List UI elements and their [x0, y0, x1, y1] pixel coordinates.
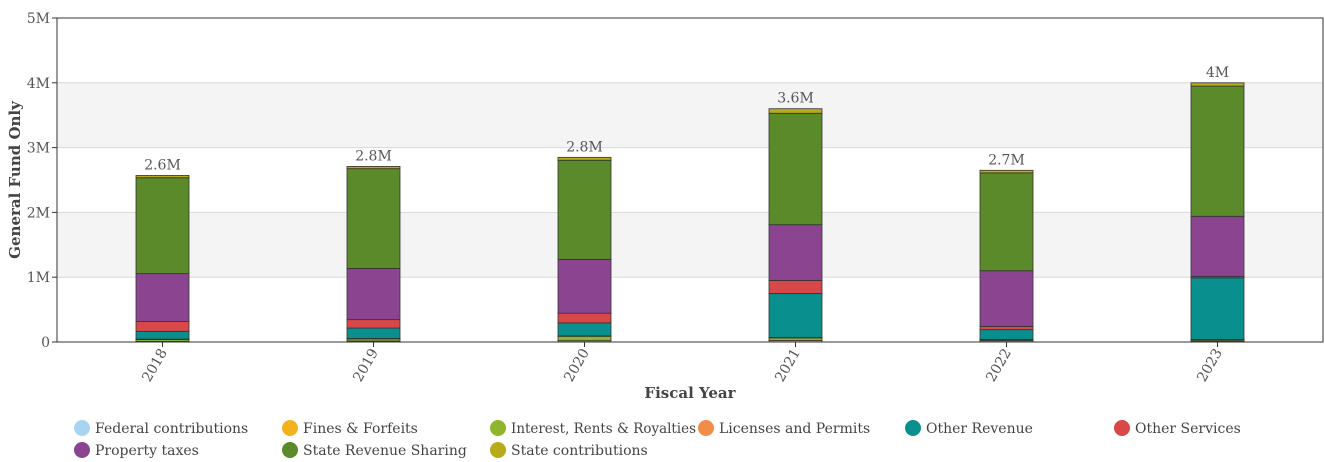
bar-stack: [557, 156, 612, 343]
x-tick-label: 2022: [983, 346, 1015, 385]
legend-swatch: [282, 442, 298, 458]
grid-bands: [57, 82, 1323, 278]
legend-swatch: [1114, 420, 1130, 436]
grid-band: [57, 212, 1323, 278]
bar-segment: [1190, 82, 1245, 87]
bar-stack: [1190, 82, 1245, 343]
legend: Federal contributions Fines & Forfeits Int…: [74, 420, 1241, 459]
bar-segment: [1190, 277, 1245, 340]
plot-frame: [56, 17, 1324, 343]
bar-segment: [1190, 215, 1245, 277]
legend-label: Property taxes: [95, 443, 199, 459]
legend-item: Fines & Forfeits: [282, 420, 418, 437]
bar-total-label: 3.6M: [777, 91, 814, 107]
legend-item: Licenses and Permits: [698, 420, 870, 437]
legend-item: Federal contributions: [74, 420, 248, 437]
bar-segment: [135, 321, 190, 332]
y-tick-label: 1M: [27, 270, 50, 286]
bar-segment: [557, 156, 612, 161]
x-tick-label: 2023: [1194, 346, 1226, 385]
legend-item: Property taxes: [74, 442, 199, 459]
grid-band: [57, 82, 1323, 148]
legend-label: Other Services: [1135, 421, 1241, 437]
bar-total-label: 2.8M: [355, 148, 392, 164]
bar-segment: [135, 330, 190, 340]
legend-item: State contributions: [490, 442, 648, 459]
bar-segment: [979, 326, 1034, 331]
bar-segment: [979, 172, 1034, 272]
bar-segment: [346, 268, 401, 321]
bar-segment: [557, 312, 612, 324]
bar-segment: [768, 108, 823, 114]
bar-segment: [346, 319, 401, 329]
bar-total-label: 2.7M: [988, 152, 1025, 168]
bar-stack: [768, 108, 823, 343]
y-tick-label: 5M: [27, 11, 50, 27]
bar-segment: [768, 112, 823, 226]
bar-segment: [346, 327, 401, 339]
bar-stack: [346, 165, 401, 343]
legend-swatch: [282, 420, 298, 436]
grid-lines: [57, 82, 1323, 278]
legend-label: Interest, Rents & Royalties: [511, 421, 696, 437]
legend-swatch: [74, 420, 90, 436]
bar-stack: [135, 175, 190, 343]
legend-swatch: [490, 420, 506, 436]
legend-label: Other Revenue: [926, 421, 1033, 437]
bar-segment: [135, 175, 190, 179]
bar-segment: [135, 273, 190, 322]
bar-segment: [979, 270, 1034, 327]
bar-stack: [979, 169, 1034, 343]
bar-segment: [557, 159, 612, 260]
y-tick-label: 3M: [27, 141, 50, 157]
x-axis-ticks: 2018 2019 2020 2021 2022 2023: [139, 342, 1226, 385]
bar-total-label: 2.6M: [144, 157, 181, 173]
bar-segment: [135, 177, 190, 275]
bar-total-labels: 2.6M 2.8M 2.8M 3.6M 2.7M 4M: [144, 65, 1229, 174]
bar-segment: [557, 322, 612, 337]
legend-swatch: [698, 420, 714, 436]
x-tick-label: 2020: [561, 346, 593, 385]
legend-item: Interest, Rents & Royalties: [490, 420, 696, 437]
legend-item: Other Revenue: [905, 420, 1033, 437]
bar-segment: [557, 258, 612, 314]
bar-segment: [768, 224, 823, 281]
y-tick-label: 2M: [27, 205, 50, 221]
y-axis-title: General Fund Only: [6, 100, 24, 259]
legend-swatch: [74, 442, 90, 458]
legend-label: Licenses and Permits: [719, 421, 870, 437]
bar-total-label: 4M: [1206, 65, 1229, 81]
legend-label: State contributions: [511, 443, 648, 459]
legend-item: Other Services: [1114, 420, 1241, 437]
bar-segment: [557, 335, 612, 342]
x-tick-label: 2019: [350, 346, 382, 385]
legend-swatch: [905, 420, 921, 436]
y-tick-label: 0: [41, 335, 50, 351]
x-axis-title: Fiscal Year: [644, 384, 736, 402]
bar-segment: [768, 292, 823, 338]
bar-total-label: 2.8M: [566, 139, 603, 155]
bar-segment: [1190, 85, 1245, 217]
bar-segment: [979, 169, 1034, 174]
y-axis-ticks: 0 1M 2M 3M 4M 5M: [27, 11, 57, 351]
bar-segment: [979, 329, 1034, 340]
bar-segment: [346, 165, 401, 170]
bar-segment: [768, 280, 823, 294]
y-tick-label: 4M: [27, 76, 50, 92]
legend-label: Fines & Forfeits: [303, 421, 418, 437]
legend-item: State Revenue Sharing: [282, 442, 467, 459]
bar-segment: [346, 168, 401, 269]
legend-label: State Revenue Sharing: [303, 443, 467, 459]
x-tick-label: 2018: [139, 346, 171, 385]
legend-swatch: [490, 442, 506, 458]
legend-label: Federal contributions: [95, 421, 248, 437]
x-tick-label: 2021: [772, 346, 804, 385]
